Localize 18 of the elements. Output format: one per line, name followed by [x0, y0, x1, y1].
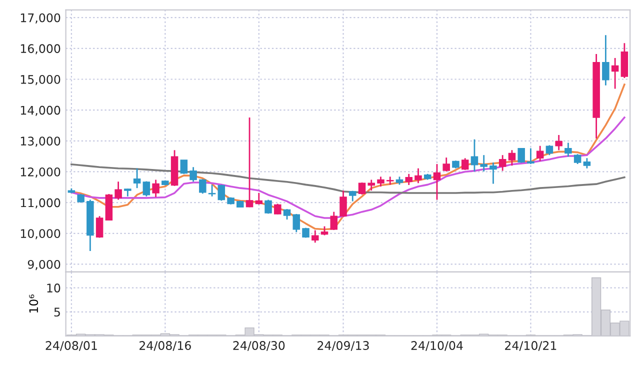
x-tick-label: 24/10/04 — [411, 341, 463, 351]
y-axis-title: 10⁶ — [29, 294, 38, 313]
y-tick-label: 5 — [54, 308, 60, 317]
y-tick-label: 16,000 — [20, 44, 60, 54]
y-tick-label: 14,000 — [20, 106, 60, 116]
y-tick-label: 15,000 — [20, 74, 60, 86]
y-tick-label: 13,000 — [20, 136, 60, 147]
y-tick-label: 10,000 — [20, 229, 60, 240]
y-tick-label: 11,000 — [20, 198, 60, 208]
x-tick-label: 24/09/13 — [318, 341, 369, 351]
y-tick-label: 17,000 — [20, 13, 60, 24]
y-tick-label: 10 — [47, 284, 60, 292]
y-tick-label: 9,000 — [28, 260, 60, 270]
x-tick-label: 24/08/30 — [233, 341, 285, 351]
x-tick-label: 24/08/01 — [46, 341, 97, 351]
y-tick-label: 12,000 — [20, 167, 60, 178]
x-tick-label: 24/10/21 — [505, 341, 556, 351]
x-tick-label: 24/08/16 — [140, 341, 191, 351]
